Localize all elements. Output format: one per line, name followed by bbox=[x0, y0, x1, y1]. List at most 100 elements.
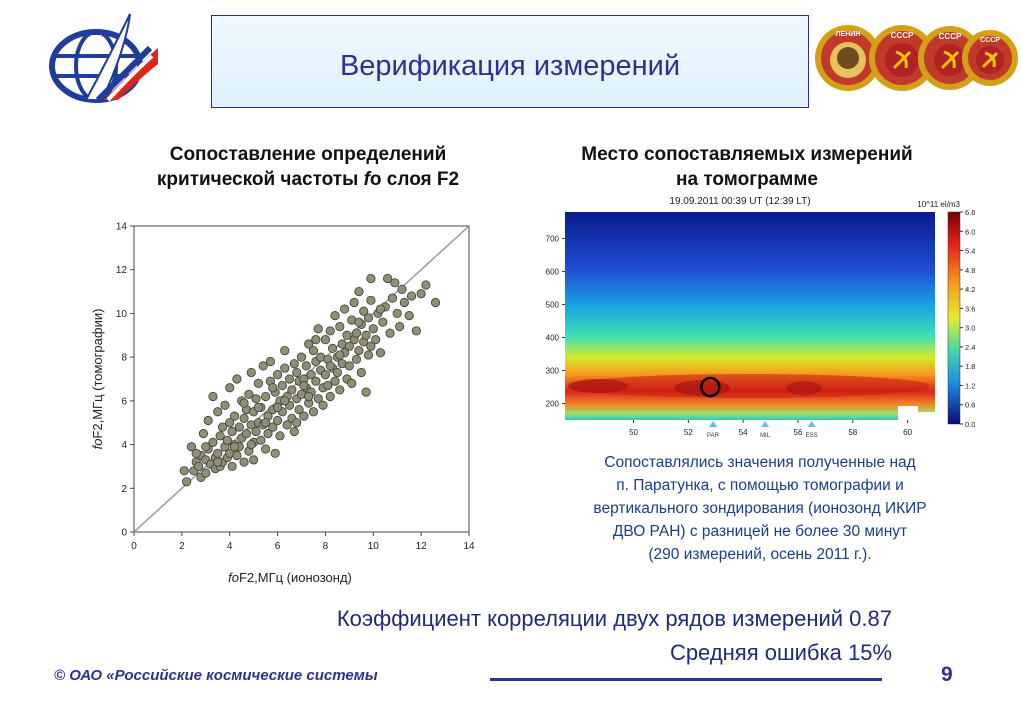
scatter-point bbox=[308, 407, 319, 417]
scatter-point bbox=[232, 450, 242, 461]
scatter-point bbox=[287, 385, 297, 395]
medal-ussr-label: СССР bbox=[939, 32, 962, 41]
scatter-point bbox=[270, 448, 280, 458]
scatter-point bbox=[296, 352, 307, 362]
colorbar bbox=[947, 211, 961, 425]
scatter-point bbox=[213, 457, 223, 467]
colorbar-tick-label: 4.8 bbox=[965, 266, 975, 275]
scatter-point bbox=[320, 370, 331, 380]
tomogram-caption: Сопоставлялись значения полученные над п… bbox=[540, 451, 980, 566]
scatter-point bbox=[194, 461, 204, 472]
scatter-point bbox=[411, 326, 421, 336]
f2-peak-core-3 bbox=[786, 381, 822, 395]
scatter-point bbox=[421, 280, 431, 290]
scatter-point bbox=[363, 313, 374, 323]
y-axis-label-text: F2,МГц (томографии) bbox=[90, 309, 105, 439]
f2-peak-band bbox=[570, 374, 930, 398]
scatter-point bbox=[430, 297, 441, 308]
colorbar-tick-label: 5.4 bbox=[965, 247, 975, 256]
scatter-point bbox=[344, 361, 354, 371]
scatter-point bbox=[217, 422, 228, 432]
scatter-point bbox=[323, 380, 333, 391]
scatter-point bbox=[375, 348, 386, 358]
scatter-point bbox=[289, 359, 299, 369]
scatter-point bbox=[256, 435, 266, 445]
scatter-point bbox=[275, 431, 285, 441]
caption-line: п. Паратунка, с помощью томографии и bbox=[616, 477, 904, 494]
scatter-point bbox=[368, 324, 378, 334]
scatter-point bbox=[229, 411, 240, 421]
scatter-point bbox=[268, 383, 278, 393]
colorbar-tick-label: 0.0 bbox=[965, 420, 975, 429]
tomo-x-tick-label: 60 bbox=[903, 428, 912, 437]
scatter-point bbox=[253, 402, 264, 413]
colorbar-tick-label: 6.6 bbox=[965, 208, 975, 217]
x-tick-label: 8 bbox=[323, 541, 329, 552]
scatter-point bbox=[280, 363, 290, 373]
scatter-point bbox=[249, 455, 259, 465]
scatter-point bbox=[258, 361, 268, 371]
scatter-point bbox=[354, 345, 364, 356]
scatter-point bbox=[399, 297, 409, 308]
scatter-point bbox=[198, 429, 208, 439]
y-tick-label: 2 bbox=[121, 484, 127, 495]
scatter-point bbox=[292, 367, 302, 378]
tomo-x-tick-label: 50 bbox=[629, 428, 638, 437]
scatter-point bbox=[351, 328, 362, 338]
tomo-x-tick-label: 58 bbox=[848, 428, 857, 437]
scatter-point bbox=[335, 385, 345, 395]
y-tick-label: 8 bbox=[121, 353, 127, 364]
tomogram-x-ticks: 50 52 54 56 58 60 bbox=[629, 420, 913, 437]
scatter-point bbox=[244, 389, 254, 399]
scatter-point bbox=[375, 304, 386, 314]
scatter-point bbox=[397, 284, 407, 294]
scatter-point bbox=[330, 376, 340, 386]
y-axis-label-f: fo bbox=[90, 439, 105, 450]
y-tick-label: 12 bbox=[116, 265, 128, 276]
caption-line: Сопоставлялись значения полученные над bbox=[604, 454, 916, 471]
scatter-point bbox=[208, 437, 218, 447]
tomogram-title: 19.09.2011 00:39 UT (12:39 LT) bbox=[669, 196, 810, 207]
scatter-point bbox=[351, 354, 362, 364]
scatter-point bbox=[313, 324, 323, 334]
footer-divider bbox=[490, 678, 882, 681]
scatter-point bbox=[311, 335, 321, 345]
scatter-point bbox=[304, 339, 314, 349]
scatter-point bbox=[339, 304, 350, 314]
y-tick-label: 6 bbox=[121, 396, 127, 407]
scatter-point bbox=[294, 405, 304, 415]
missing-data-patch-2 bbox=[918, 412, 935, 420]
right-section-heading: Место сопоставляемых измерений на томогр… bbox=[527, 142, 967, 192]
left-heading-part-b: o слоя F2 bbox=[369, 169, 460, 190]
colorbar-unit: 10^11 el/m3 bbox=[917, 200, 960, 209]
right-heading-line1: Место сопоставляемых измерений bbox=[581, 144, 913, 165]
y-tick-label: 0 bbox=[121, 528, 127, 539]
caption-line: (290 измерений, осень 2011 г.). bbox=[648, 546, 872, 563]
scatter-point bbox=[332, 367, 342, 378]
scatter-point bbox=[239, 457, 249, 467]
x-axis-label-text: F2,МГц (ионозонд) bbox=[239, 570, 352, 585]
scatter-point bbox=[203, 415, 213, 426]
tomo-y-tick-label: 400 bbox=[546, 333, 560, 342]
scatter-point bbox=[366, 295, 376, 305]
scatter-point bbox=[225, 383, 235, 393]
measurement-location-marker bbox=[700, 376, 721, 398]
scatter-point bbox=[366, 273, 376, 284]
scatter-point bbox=[320, 335, 331, 345]
scatter-point bbox=[227, 461, 237, 472]
scatter-point bbox=[335, 321, 345, 332]
scatter-point bbox=[239, 413, 249, 423]
tomogram-y-ticks: 200 300 400 500 600 700 bbox=[546, 234, 565, 408]
y-tick-label: 10 bbox=[116, 309, 128, 320]
y-axis-label: foF2,МГц (томографии) bbox=[90, 309, 105, 450]
colorbar-tick-label: 1.8 bbox=[965, 362, 975, 371]
scatter-point bbox=[292, 418, 302, 428]
order-of-lenin-medals-icon: ЛЕНИН СССР СССР СССР bbox=[815, 25, 1018, 91]
colorbar-tick-label: 0.6 bbox=[965, 401, 975, 410]
scatter-point bbox=[289, 426, 299, 437]
scatter-point bbox=[342, 330, 352, 340]
scatter-point bbox=[361, 387, 371, 397]
scatter-point bbox=[284, 374, 295, 384]
tomo-x-tick-label: 54 bbox=[739, 428, 748, 437]
left-heading-line2: критической частоты fo слоя F2 bbox=[108, 167, 508, 192]
